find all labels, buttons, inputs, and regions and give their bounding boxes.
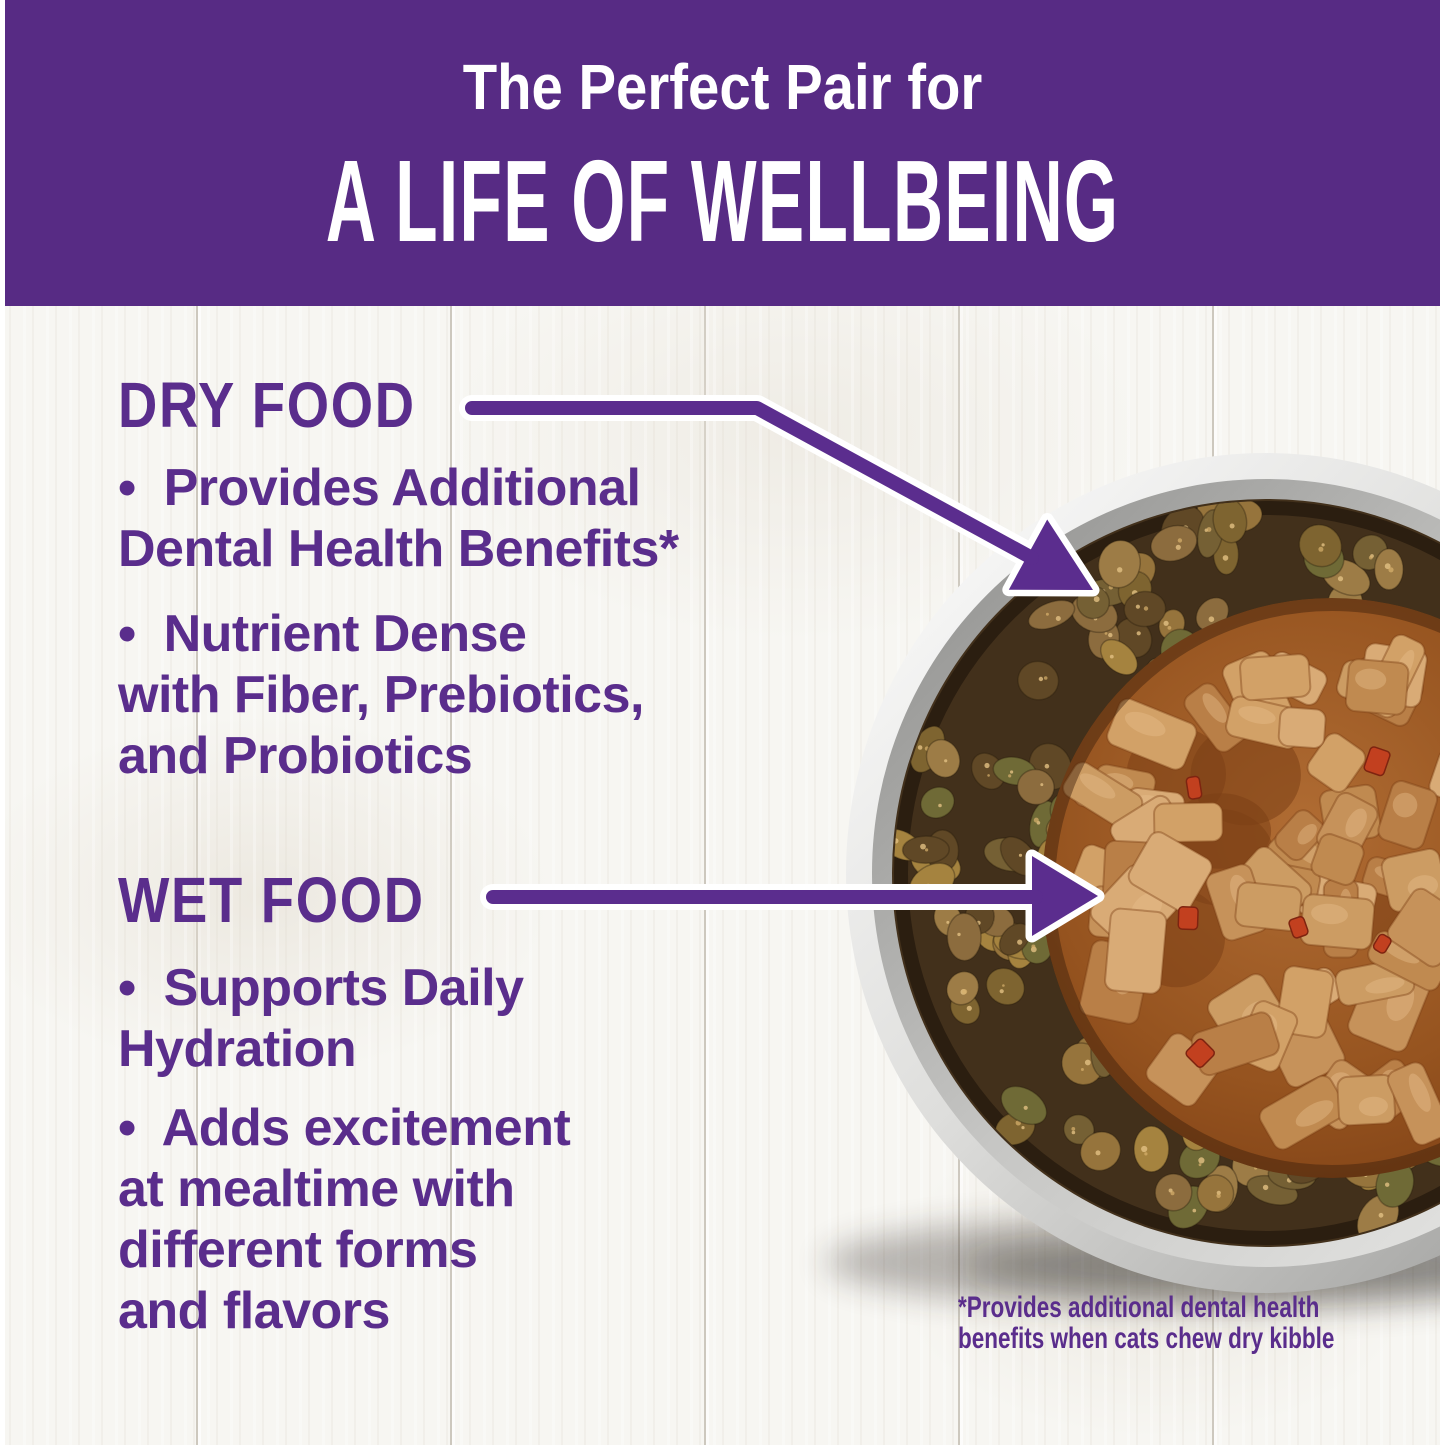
dental-footnote: *Provides additional dental health benef… <box>958 1291 1335 1355</box>
right-margin <box>1440 0 1445 1445</box>
dry-food-heading: DRY FOOD <box>118 369 416 441</box>
banner-title: A LIFE OF WELLBEING <box>325 136 1120 266</box>
wet-food-heading: WET FOOD <box>118 864 425 936</box>
wet-food-bullet-2: • Adds excitement at mealtime with diffe… <box>118 1099 571 1340</box>
header-banner: The Perfect Pair for A LIFE OF WELLBEING <box>5 0 1440 306</box>
dry-food-bullet-2: • Nutrient Dense with Fiber, Prebiotics,… <box>118 605 644 785</box>
dry-food-bullet-1: • Provides Additional Dental Health Bene… <box>118 459 679 578</box>
banner-subtitle: The Perfect Pair for <box>462 51 983 123</box>
left-margin <box>0 0 5 1445</box>
wet-food-bullet-1: • Supports Daily Hydration <box>118 959 524 1078</box>
